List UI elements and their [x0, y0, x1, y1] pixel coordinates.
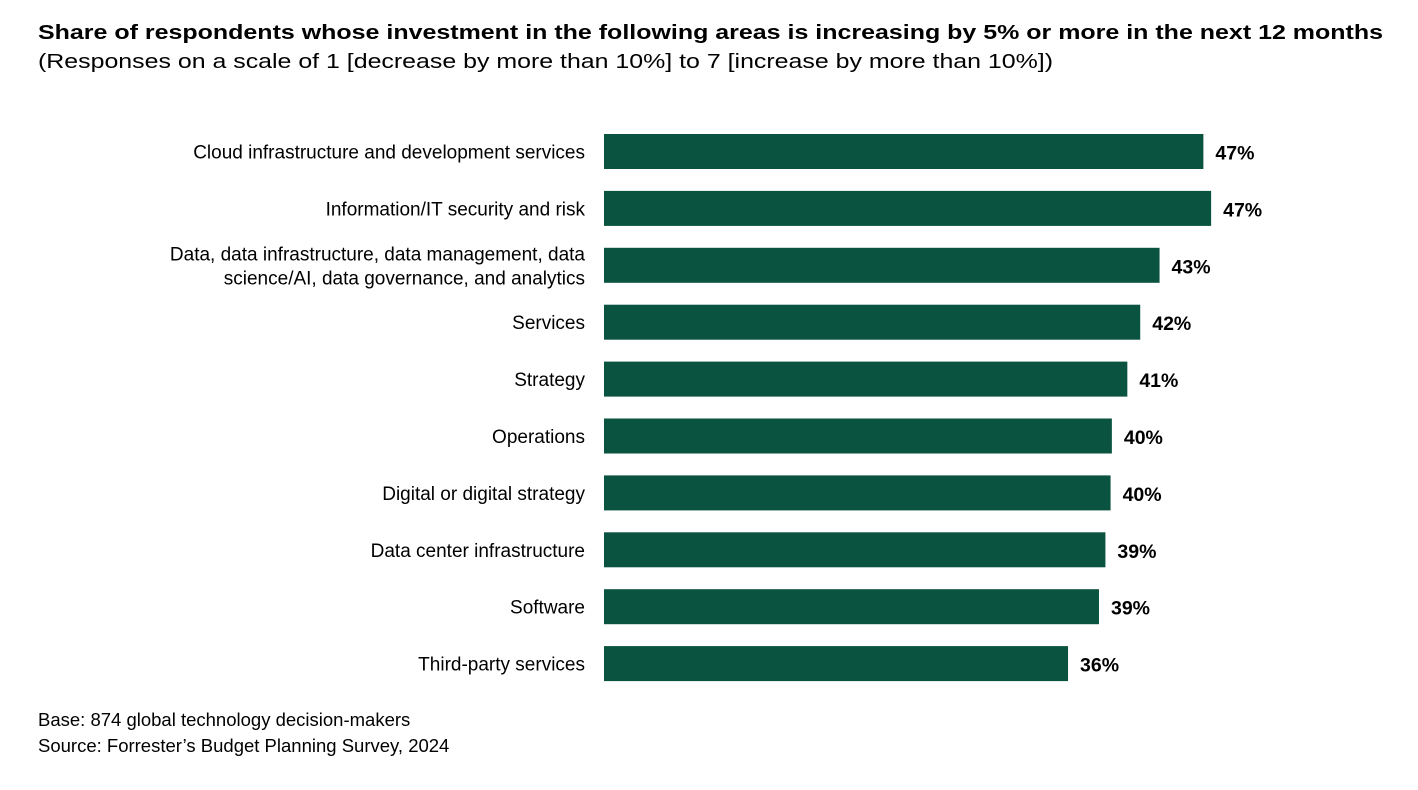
- chart-title: Share of respondents whose investment in…: [38, 21, 1383, 44]
- bar: [604, 304, 1141, 340]
- category-label: science/AI, data governance, and analyti…: [224, 268, 585, 289]
- data-label: 41%: [1139, 370, 1178, 392]
- bar: [604, 532, 1106, 568]
- category-label: Software: [510, 598, 585, 619]
- category-label: Information/IT security and risk: [326, 199, 586, 220]
- base-note: Base: 874 global technology decision-mak…: [38, 709, 410, 730]
- category-label: Data center infrastructure: [371, 541, 585, 562]
- source-note: Source: Forrester’s Budget Planning Surv…: [38, 735, 449, 756]
- data-label: 40%: [1124, 427, 1163, 449]
- category-label: Third-party services: [418, 655, 585, 676]
- category-label: Cloud infrastructure and development ser…: [193, 143, 585, 164]
- data-label: 42%: [1152, 313, 1191, 335]
- data-label: 39%: [1117, 541, 1156, 563]
- data-label: 39%: [1111, 598, 1150, 620]
- bar: [604, 418, 1112, 454]
- category-label: Services: [512, 313, 585, 334]
- category-label: Strategy: [514, 370, 585, 391]
- data-label: 40%: [1123, 484, 1162, 506]
- data-label: 43%: [1172, 256, 1211, 278]
- bar: [604, 475, 1111, 511]
- bar: [604, 361, 1128, 397]
- bars-group: 47% Cloud infrastructure and development …: [170, 134, 1262, 682]
- bar: [604, 247, 1160, 283]
- category-label: Data, data infrastructure, data manageme…: [170, 244, 586, 265]
- data-label: 36%: [1080, 655, 1119, 677]
- category-label: Operations: [492, 427, 585, 448]
- chart-subtitle: (Responses on a scale of 1 [decrease by …: [38, 50, 1053, 73]
- bar: [604, 646, 1069, 682]
- data-label: 47%: [1223, 199, 1262, 221]
- bar: [604, 190, 1212, 226]
- category-label: Digital or digital strategy: [382, 484, 585, 505]
- data-label: 47%: [1215, 143, 1254, 165]
- bar: [604, 134, 1204, 169]
- bar: [604, 589, 1099, 625]
